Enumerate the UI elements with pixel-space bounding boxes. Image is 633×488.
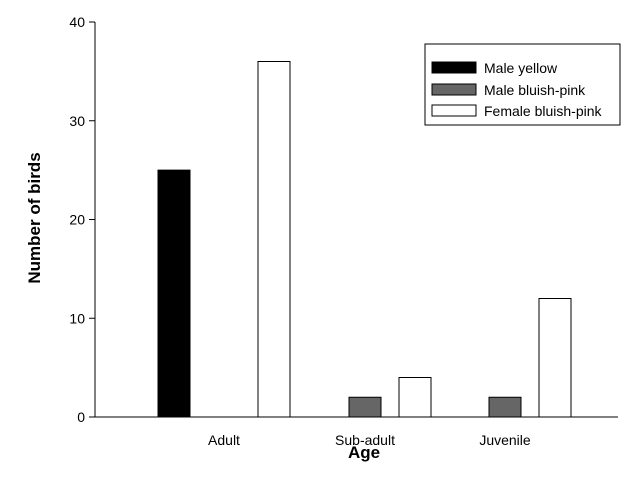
bar-male-yellow (157, 169, 191, 418)
bar-female-bluish-pink (538, 298, 572, 418)
legend-label-male-bluish-pink: Male bluish-pink (484, 82, 586, 98)
legend-label-male-yellow: Male yellow (484, 60, 558, 76)
bar-male-bluish-pink (348, 396, 382, 418)
plot-area: 0 10 20 30 40 Adult Sub-adult Juvenile (69, 14, 618, 448)
legend-swatch-female-bluish-pink (431, 104, 477, 117)
x-tick-label: Juvenile (479, 432, 531, 448)
bar-female-bluish-pink (398, 377, 432, 418)
legend-swatch-male-bluish-pink (431, 83, 477, 96)
y-axis-title: Number of birds (25, 152, 44, 283)
legend-swatch-male-yellow (431, 61, 477, 74)
x-tick-label: Sub-adult (335, 432, 395, 448)
legend: Male yellow Male bluish-pink Female blui… (424, 43, 621, 126)
bar-male-bluish-pink (488, 396, 522, 418)
y-tick-label: 10 (69, 310, 85, 326)
y-tick-label: 0 (77, 409, 85, 425)
legend-label-female-bluish-pink: Female bluish-pink (484, 103, 602, 119)
bar-female-bluish-pink (257, 61, 291, 418)
y-tick-label: 30 (69, 113, 85, 129)
x-axis-title: Age (348, 443, 380, 462)
x-tick-label: Adult (208, 432, 240, 448)
y-tick-label: 20 (69, 212, 85, 228)
y-tick-label: 40 (69, 14, 85, 30)
